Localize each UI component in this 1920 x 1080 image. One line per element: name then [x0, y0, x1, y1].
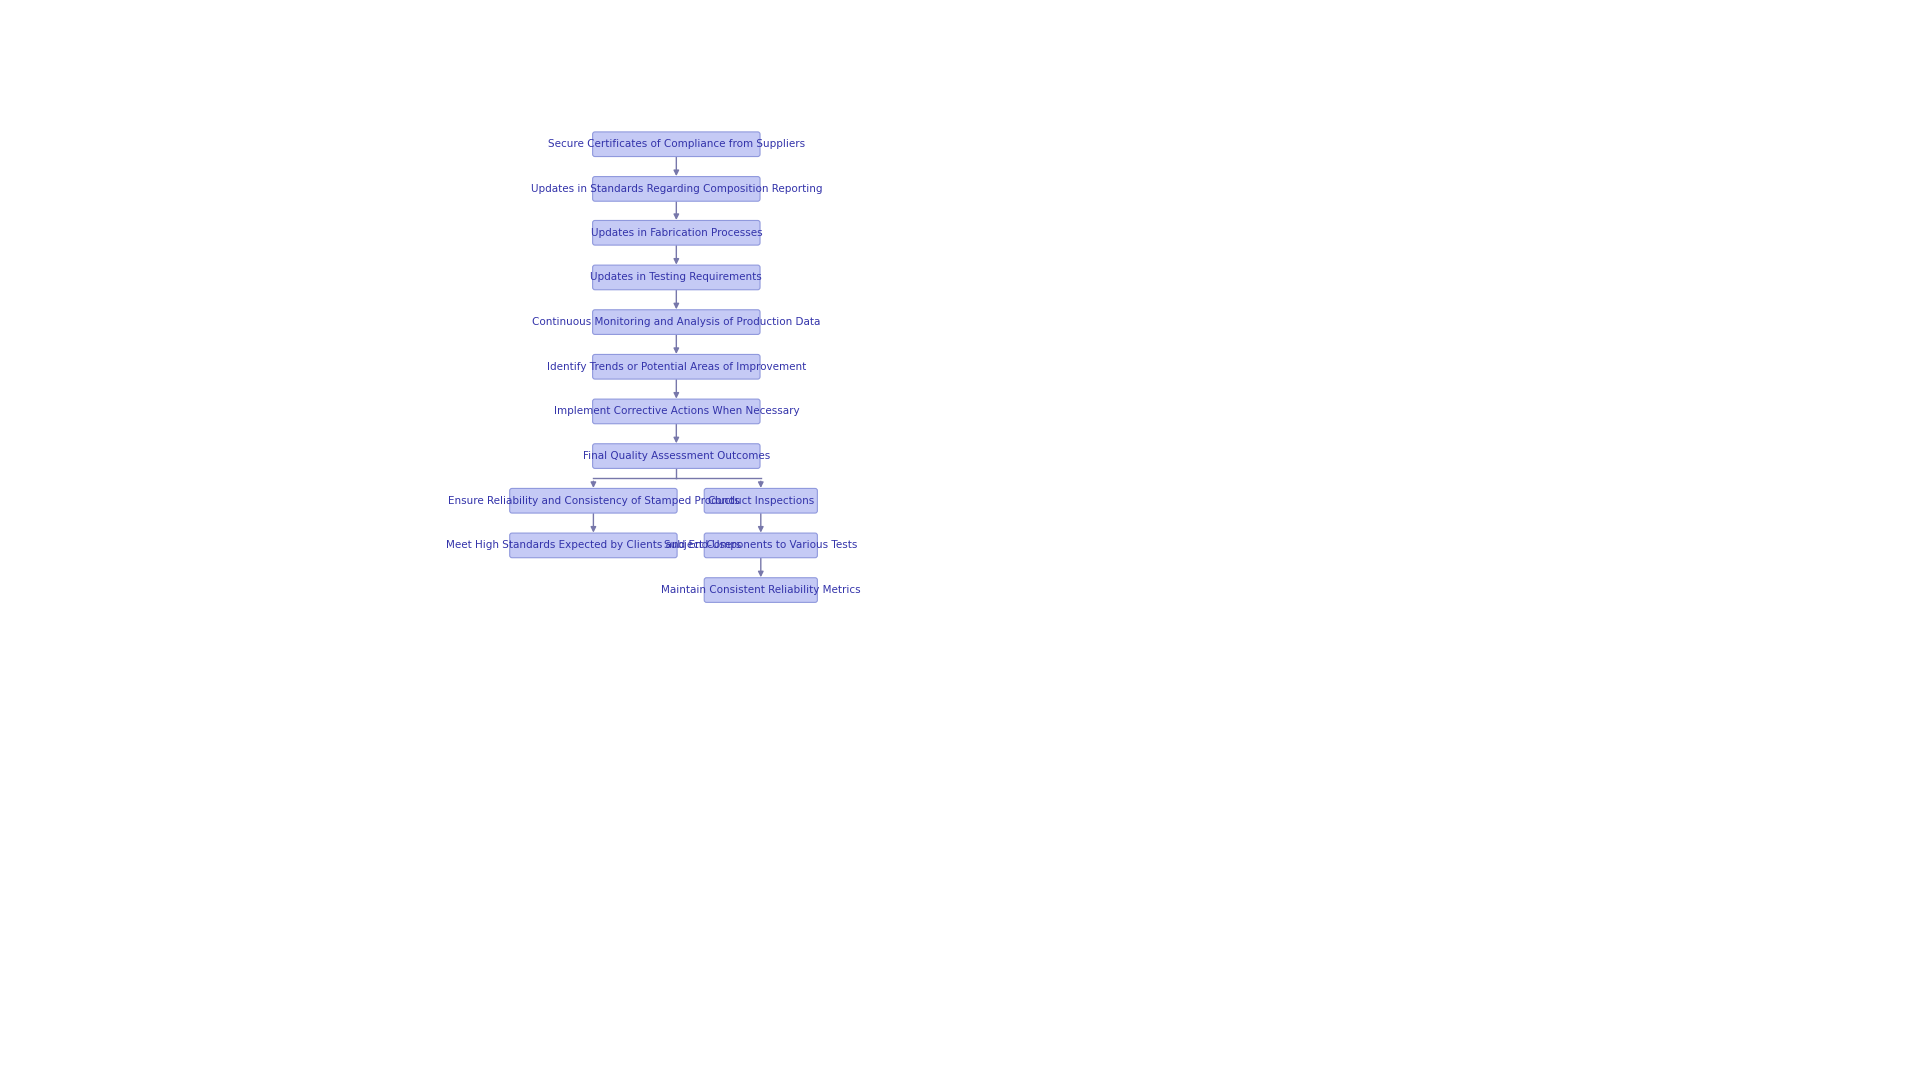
FancyBboxPatch shape [593, 400, 760, 423]
FancyBboxPatch shape [509, 534, 678, 557]
Text: Updates in Fabrication Processes: Updates in Fabrication Processes [591, 228, 762, 238]
Text: Identify Trends or Potential Areas of Improvement: Identify Trends or Potential Areas of Im… [547, 362, 806, 372]
Text: Meet High Standards Expected by Clients and End-Users: Meet High Standards Expected by Clients … [445, 540, 741, 551]
FancyBboxPatch shape [705, 578, 818, 603]
Text: Updates in Testing Requirements: Updates in Testing Requirements [591, 272, 762, 283]
FancyBboxPatch shape [705, 488, 818, 513]
FancyBboxPatch shape [593, 354, 760, 379]
Text: Continuous Monitoring and Analysis of Production Data: Continuous Monitoring and Analysis of Pr… [532, 318, 820, 327]
FancyBboxPatch shape [593, 132, 760, 157]
FancyBboxPatch shape [593, 176, 760, 201]
FancyBboxPatch shape [593, 220, 760, 245]
Text: Final Quality Assessment Outcomes: Final Quality Assessment Outcomes [582, 451, 770, 461]
Text: Maintain Consistent Reliability Metrics: Maintain Consistent Reliability Metrics [660, 585, 860, 595]
Text: Updates in Standards Regarding Composition Reporting: Updates in Standards Regarding Compositi… [530, 184, 822, 194]
FancyBboxPatch shape [593, 444, 760, 469]
FancyBboxPatch shape [705, 534, 818, 557]
Text: Subject Components to Various Tests: Subject Components to Various Tests [664, 540, 858, 551]
Text: Conduct Inspections: Conduct Inspections [708, 496, 814, 505]
Text: Secure Certificates of Compliance from Suppliers: Secure Certificates of Compliance from S… [547, 139, 804, 149]
FancyBboxPatch shape [593, 265, 760, 289]
FancyBboxPatch shape [593, 310, 760, 335]
Text: Ensure Reliability and Consistency of Stamped Products: Ensure Reliability and Consistency of St… [447, 496, 739, 505]
FancyBboxPatch shape [509, 488, 678, 513]
Text: Implement Corrective Actions When Necessary: Implement Corrective Actions When Necess… [553, 406, 799, 417]
